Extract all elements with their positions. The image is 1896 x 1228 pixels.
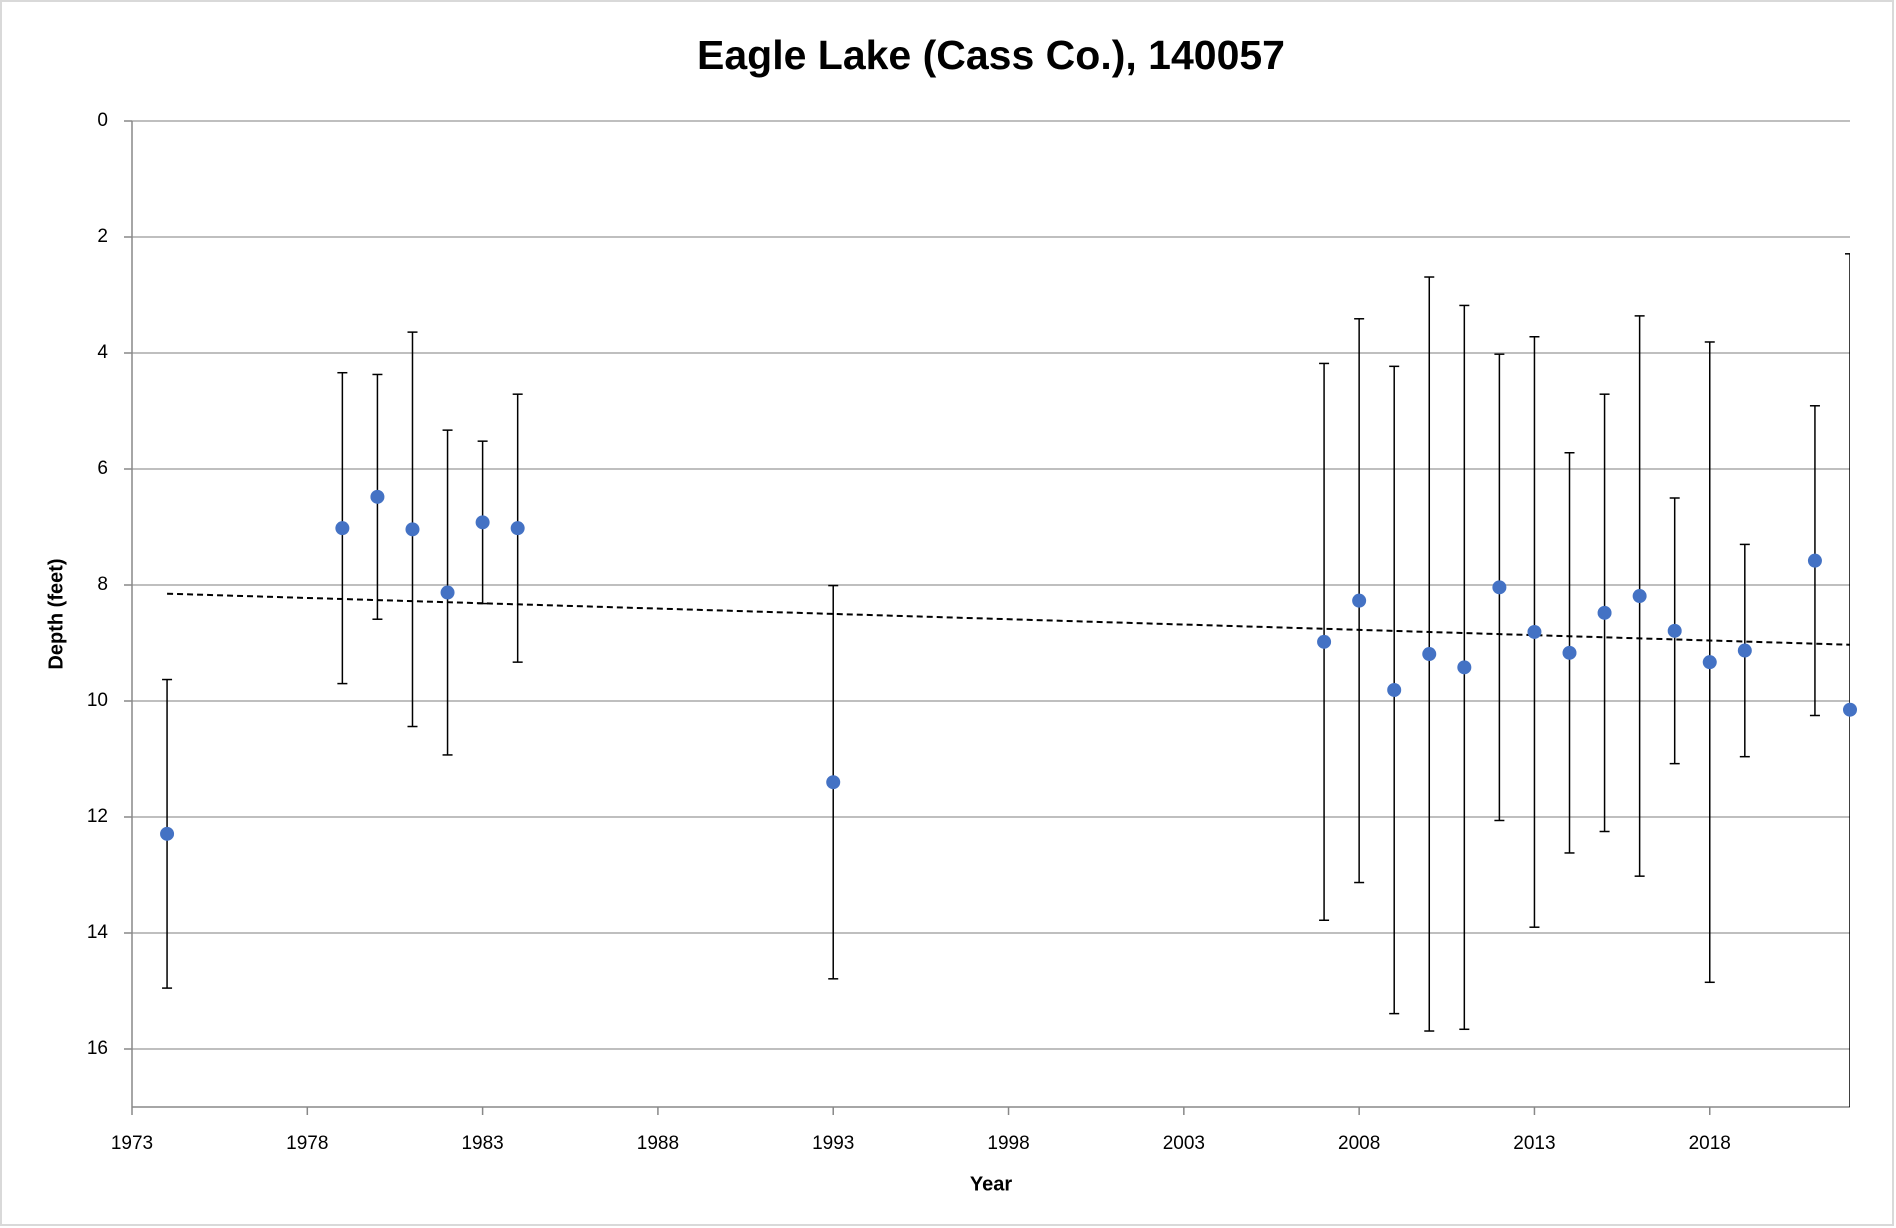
- data-point: [335, 521, 350, 536]
- x-tick-label: 1998: [987, 1133, 1029, 1154]
- data-point: [1317, 634, 1332, 649]
- trend-line: [167, 592, 1851, 646]
- data-point: [1807, 553, 1822, 568]
- x-tick-label: 2003: [1163, 1133, 1205, 1154]
- x-tick-label: 1983: [461, 1133, 503, 1154]
- data-point: [1527, 624, 1542, 639]
- data-point: [370, 489, 385, 504]
- x-tick-label: 1988: [637, 1133, 679, 1154]
- y-tick-label: 6: [97, 458, 108, 479]
- data-point: [1492, 580, 1507, 595]
- data-point: [1702, 655, 1717, 670]
- error-bar: [1845, 253, 1850, 1107]
- x-tick-label: 2008: [1338, 1133, 1380, 1154]
- data-point: [1422, 647, 1437, 662]
- y-tick-label: 2: [97, 226, 108, 247]
- data-point: [475, 515, 490, 530]
- data-point: [1667, 623, 1682, 638]
- data-point: [160, 826, 175, 841]
- y-tick-label: 12: [87, 806, 108, 827]
- data-point: [1597, 605, 1612, 620]
- y-tick-label: 10: [87, 690, 108, 711]
- data-point: [1632, 589, 1647, 604]
- y-axis-label: Depth (feet): [45, 558, 67, 669]
- data-point: [1737, 643, 1752, 658]
- chart-title: Eagle Lake (Cass Co.), 140057: [697, 32, 1285, 78]
- data-point: [1562, 645, 1577, 660]
- x-tick-label: 1993: [812, 1133, 854, 1154]
- y-tick-label: 0: [97, 110, 108, 131]
- data-point: [1352, 593, 1367, 608]
- y-tick-label: 14: [87, 922, 109, 943]
- data-point: [510, 521, 525, 536]
- x-tick-label: 2013: [1513, 1133, 1555, 1154]
- data-point: [1457, 660, 1472, 675]
- data-point: [826, 775, 841, 790]
- x-tick-label: 1973: [111, 1133, 153, 1154]
- data-point: [1387, 682, 1402, 697]
- x-tick-label: 2018: [1689, 1133, 1731, 1154]
- data-point: [440, 585, 455, 600]
- data-point: [405, 522, 420, 537]
- x-axis-label: Year: [970, 1173, 1012, 1195]
- y-tick-label: 4: [97, 342, 108, 363]
- x-tick-label: 1978: [286, 1133, 328, 1154]
- y-tick-label: 8: [97, 574, 108, 595]
- data-point: [1843, 702, 1857, 717]
- y-tick-label: 16: [87, 1038, 108, 1059]
